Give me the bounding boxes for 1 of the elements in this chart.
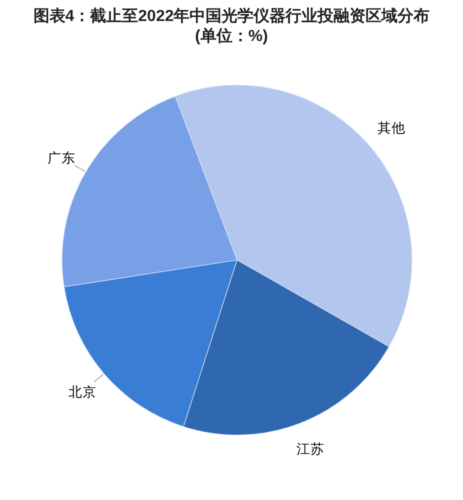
title: 图表4：截止至2022年中国光学仪器行业投融资区域分布(单位：%) (32, 7, 431, 47)
